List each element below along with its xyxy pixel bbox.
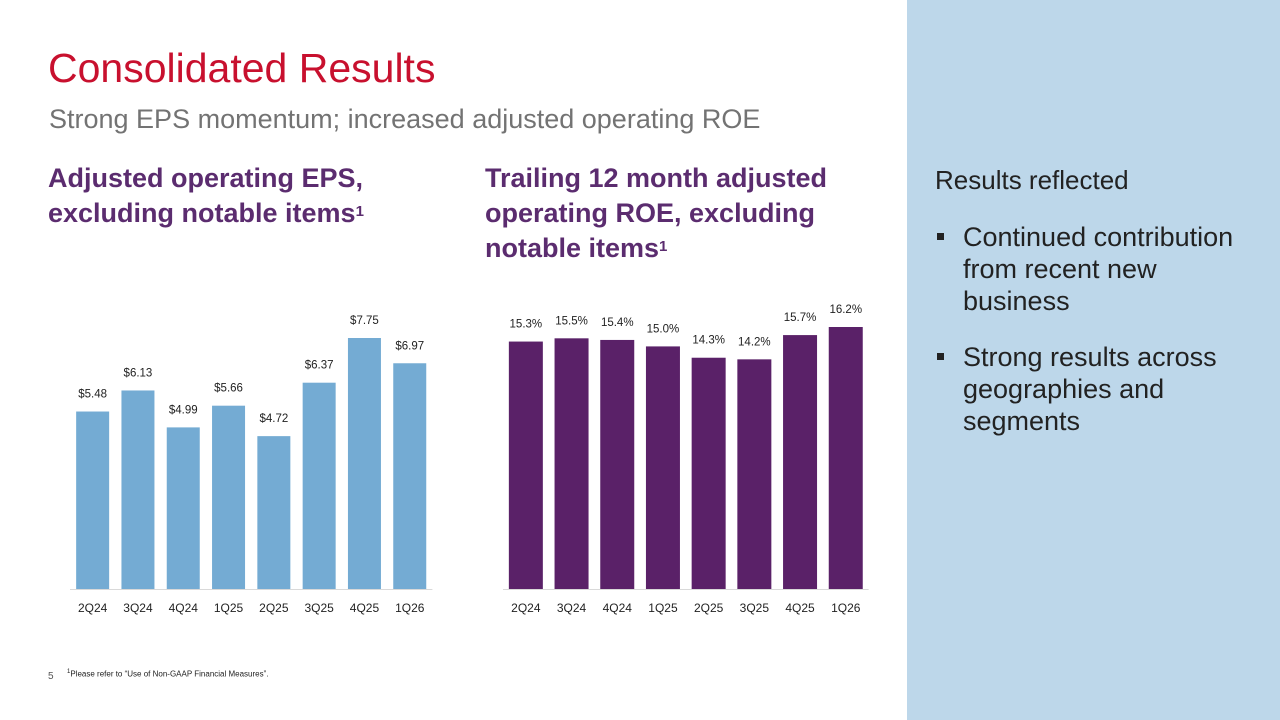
eps-data-label: $5.48 [78, 389, 107, 401]
eps-bar [257, 436, 291, 589]
eps-bar [212, 405, 246, 589]
roe-x-tick-label: 1Q25 [648, 601, 678, 615]
footnote-text: Please refer to “Use of Non-GAAP Financi… [70, 669, 269, 679]
roe-x-tick-label: 2Q24 [511, 601, 541, 615]
roe-data-label: 16.2% [829, 304, 862, 316]
charts-canvas: $5.48 2Q24 $6.13 3Q24 $4.99 4Q24 $5.66 1Q25 $4.7… [70, 304, 869, 615]
eps-bar-chart: $5.48 2Q24 $6.13 3Q24 $4.99 4Q24 $5.66 1Q25 $4.7… [70, 315, 433, 615]
eps-x-tick-label: 4Q25 [350, 601, 380, 615]
eps-bar [302, 382, 336, 589]
footnote: 1Please refer to “Use of Non-GAAP Financ… [67, 669, 269, 679]
page-number: 5 [48, 671, 54, 682]
roe-data-label: 15.4% [601, 317, 634, 329]
roe-bar [691, 357, 726, 589]
eps-x-tick-label: 1Q25 [214, 601, 244, 615]
eps-bar [166, 427, 200, 589]
roe-data-label: 14.3% [692, 335, 725, 347]
roe-bar [783, 335, 818, 589]
roe-data-label: 15.3% [510, 319, 543, 331]
eps-x-tick-label: 2Q24 [78, 601, 108, 615]
eps-x-tick-label: 3Q24 [123, 601, 153, 615]
roe-bar [737, 359, 772, 589]
side-bullet-text: Continued contribution from recent new b… [963, 222, 1234, 316]
roe-chart-heading-text: Trailing 12 month adjusted operating ROE… [485, 163, 828, 263]
eps-data-label: $6.13 [124, 367, 153, 379]
eps-chart-heading: Adjusted operating EPS, excluding notabl… [48, 161, 448, 231]
roe-bar [508, 341, 543, 589]
eps-data-label: $4.99 [169, 404, 198, 416]
side-panel [907, 0, 1280, 720]
roe-data-label: 15.5% [555, 315, 588, 327]
eps-x-tick-label: 4Q24 [169, 601, 199, 615]
roe-x-tick-label: 3Q24 [557, 601, 587, 615]
footnote-marker: 1 [67, 669, 71, 675]
roe-x-tick-label: 4Q25 [785, 601, 815, 615]
side-heading: Results reflected [935, 165, 1129, 195]
roe-bar [645, 346, 680, 589]
roe-footnote-marker: 1 [659, 238, 668, 255]
eps-data-label: $6.97 [395, 340, 424, 352]
roe-data-label: 15.0% [647, 323, 680, 335]
roe-bar [554, 338, 589, 589]
eps-x-tick-label: 3Q25 [304, 601, 334, 615]
page-title: Consolidated Results [48, 45, 436, 91]
bullet-square-icon [937, 233, 944, 240]
eps-data-label: $7.75 [350, 315, 379, 327]
side-bullet-list: Continued contribution from recent new b… [935, 221, 1265, 461]
eps-x-tick-label: 1Q26 [395, 601, 425, 615]
bullet-square-icon [937, 353, 944, 360]
roe-x-tick-label: 3Q25 [740, 601, 770, 615]
side-bullet-text: Strong results across geographies and se… [963, 342, 1217, 436]
roe-data-label: 15.7% [784, 312, 817, 324]
eps-bar [76, 411, 110, 589]
eps-chart-heading-text: Adjusted operating EPS, excluding notabl… [48, 163, 364, 228]
side-bullet-item: Continued contribution from recent new b… [935, 221, 1265, 317]
eps-footnote-marker: 1 [355, 203, 364, 220]
eps-data-label: $4.72 [259, 413, 288, 425]
eps-bar [121, 390, 155, 589]
roe-x-tick-label: 4Q24 [603, 601, 633, 615]
eps-data-label: $6.37 [305, 360, 334, 372]
eps-x-tick-label: 2Q25 [259, 601, 289, 615]
roe-x-tick-label: 1Q26 [831, 601, 861, 615]
roe-bar [600, 339, 635, 589]
roe-data-label: 14.2% [738, 336, 771, 348]
eps-bar [393, 363, 427, 589]
roe-chart-heading: Trailing 12 month adjusted operating ROE… [485, 161, 895, 266]
roe-bar [828, 327, 863, 589]
eps-bar [347, 338, 381, 589]
page-subtitle: Strong EPS momentum; increased adjusted … [49, 104, 761, 134]
eps-data-label: $5.66 [214, 383, 243, 395]
roe-x-tick-label: 2Q25 [694, 601, 724, 615]
roe-bar-chart: 15.3% 2Q24 15.5% 3Q24 15.4% 4Q24 15.0% 1Q25 14.3… [503, 304, 869, 615]
side-bullet-item: Strong results across geographies and se… [935, 341, 1265, 437]
